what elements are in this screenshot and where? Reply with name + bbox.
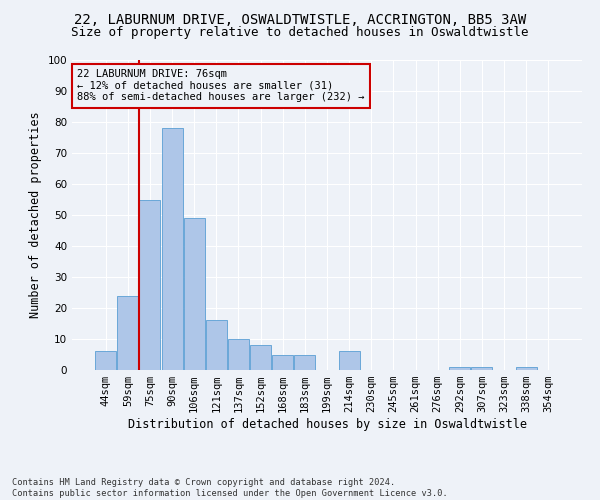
Text: Contains HM Land Registry data © Crown copyright and database right 2024.
Contai: Contains HM Land Registry data © Crown c…: [12, 478, 448, 498]
Y-axis label: Number of detached properties: Number of detached properties: [29, 112, 42, 318]
Bar: [118, 296, 139, 370]
Text: Size of property relative to detached houses in Oswaldtwistle: Size of property relative to detached ho…: [71, 26, 529, 39]
Bar: [272, 354, 293, 370]
Bar: [184, 218, 205, 370]
Bar: [161, 128, 182, 370]
Bar: [206, 320, 227, 370]
Text: 22, LABURNUM DRIVE, OSWALDTWISTLE, ACCRINGTON, BB5 3AW: 22, LABURNUM DRIVE, OSWALDTWISTLE, ACCRI…: [74, 12, 526, 26]
Bar: [449, 367, 470, 370]
Bar: [250, 345, 271, 370]
Text: 22 LABURNUM DRIVE: 76sqm
← 12% of detached houses are smaller (31)
88% of semi-d: 22 LABURNUM DRIVE: 76sqm ← 12% of detach…: [77, 70, 365, 102]
Bar: [95, 352, 116, 370]
Bar: [338, 352, 359, 370]
Bar: [472, 367, 493, 370]
Bar: [515, 367, 536, 370]
Bar: [228, 339, 249, 370]
Bar: [139, 200, 160, 370]
Bar: [295, 354, 316, 370]
X-axis label: Distribution of detached houses by size in Oswaldtwistle: Distribution of detached houses by size …: [128, 418, 527, 431]
